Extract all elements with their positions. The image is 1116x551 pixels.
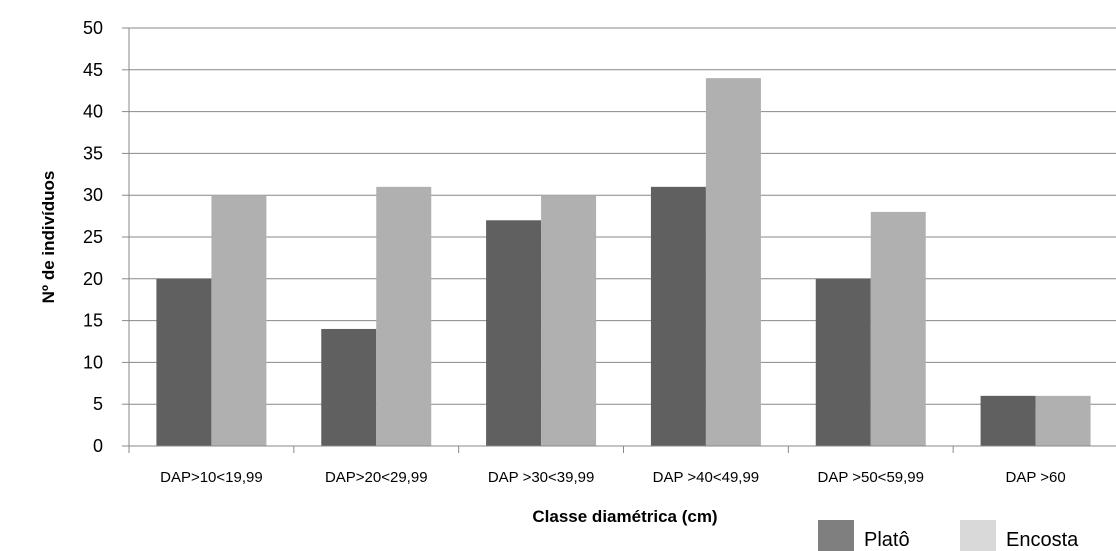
axes [128,28,1116,453]
x-category-label: DAP >40<49,99 [653,469,759,486]
bar-plato [486,220,542,446]
bar-encosta [376,186,432,446]
y-tick-label: 20 [83,269,103,289]
x-axis-title: Classe diamétrica (cm) [532,507,717,526]
legend-swatch-encosta [960,520,996,551]
x-category-label: DAP >30<39,99 [488,469,594,486]
bar-encosta [1035,395,1091,446]
bar-plato [815,278,871,446]
y-tick-labels: 0 5 10 15 20 25 30 35 40 45 50 [83,18,103,456]
bar-plato [980,395,1036,446]
bar-plato [650,186,706,446]
gridlines [122,27,1116,447]
bar-plato [321,328,377,446]
y-tick-label: 10 [83,352,103,372]
x-category-label: DAP >50<59,99 [818,469,924,486]
legend: Platô Encosta [818,520,1079,551]
y-axis-title: Nº de indivíduos [39,171,58,304]
y-tick-label: 25 [83,227,103,247]
y-tick-label: 30 [83,185,103,205]
y-tick-label: 50 [83,18,103,38]
x-category-labels: DAP>10<19,99 DAP>20<29,99 DAP >30<39,99 DAP… [160,469,1066,486]
y-tick-label: 5 [93,394,103,414]
legend-label-encosta: Encosta [1006,529,1079,551]
x-category-label: DAP >60 [1005,469,1065,486]
bar-encosta [705,78,761,446]
bar-encosta [211,195,267,446]
legend-swatch-plato [818,520,854,551]
y-tick-label: 40 [83,102,103,122]
bar-plato [156,278,212,446]
bar-encosta [870,211,926,446]
bar-encosta [541,195,597,446]
y-tick-label: 45 [83,60,103,80]
legend-label-plato: Platô [864,529,910,551]
y-tick-label: 15 [83,311,103,331]
y-tick-label: 35 [83,143,103,163]
bars [156,78,1091,446]
y-tick-label: 0 [93,436,103,456]
x-category-label: DAP>20<29,99 [325,469,428,486]
x-category-label: DAP>10<19,99 [160,469,263,486]
